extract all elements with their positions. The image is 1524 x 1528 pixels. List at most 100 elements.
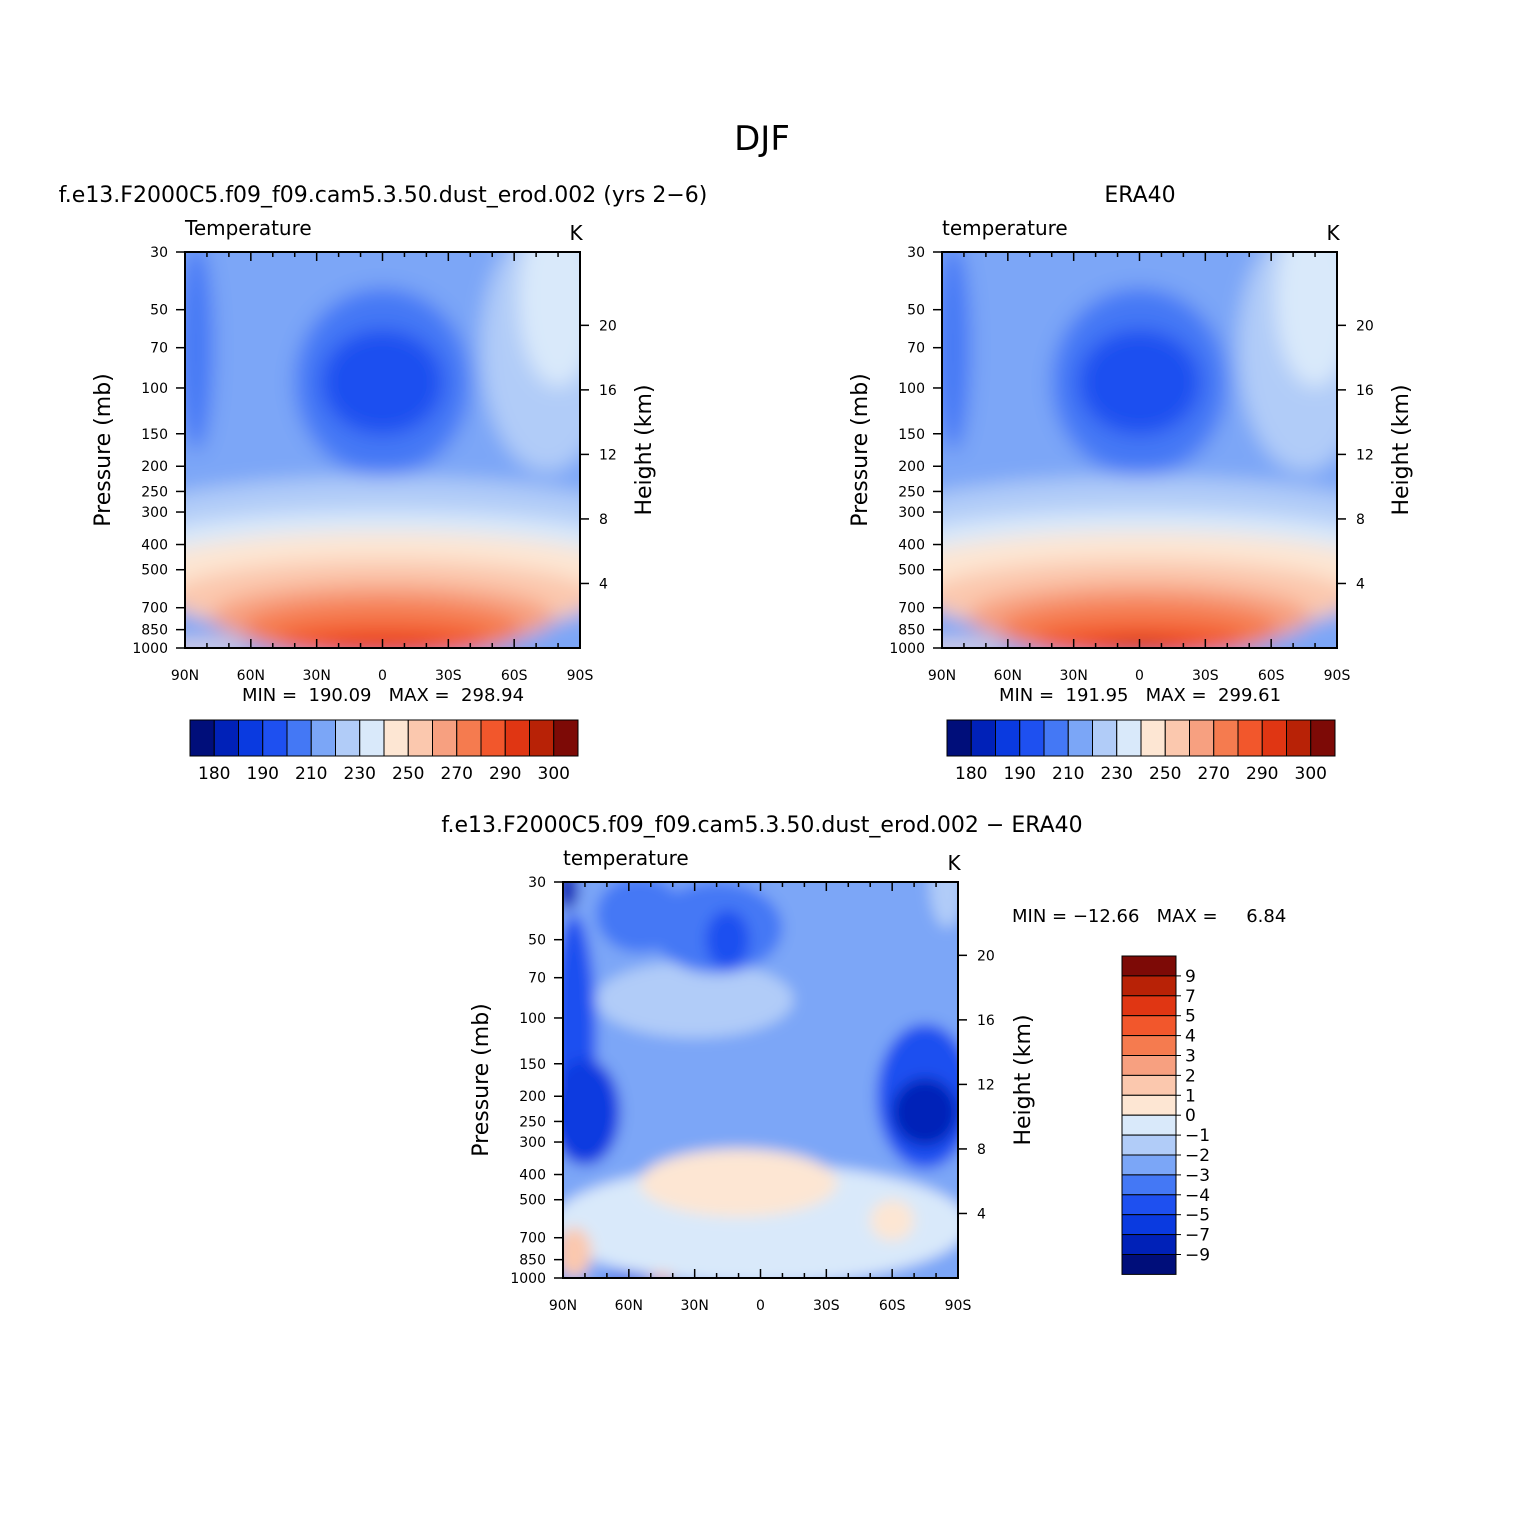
x-tick-label: 90N — [549, 1298, 577, 1314]
y-tick-label: 400 — [141, 538, 168, 554]
contour-region — [929, 882, 958, 928]
colorbar-box — [383, 719, 409, 757]
y-tick-label: 70 — [528, 971, 546, 987]
y-tick-label: 500 — [141, 563, 168, 579]
x-tick-label: 30S — [1192, 668, 1219, 684]
x-tick-label: 30S — [813, 1298, 840, 1314]
colorbar-box — [1121, 1074, 1177, 1096]
contour-region — [595, 961, 794, 1038]
y-tick-label: 100 — [519, 1011, 546, 1027]
y-tick-label: 400 — [898, 538, 925, 554]
y-tick-label: 70 — [150, 341, 168, 357]
colorbar-box — [1121, 1214, 1177, 1236]
colorbar-label: 0 — [1185, 1106, 1196, 1126]
variable-label: temperature — [942, 216, 1068, 240]
main-title: DJF — [734, 119, 790, 159]
colorbar-box — [1121, 1015, 1177, 1037]
panel-model-temperature: f.e13.F2000C5.f09_f09.cam5.3.50.dust_ero… — [59, 183, 708, 784]
y-tick-label: 850 — [898, 623, 925, 639]
x-tick-label: 0 — [1135, 668, 1144, 684]
colorbar-label: 4 — [1185, 1027, 1196, 1047]
colorbar-label: 210 — [1052, 764, 1084, 784]
colorbar-label: 190 — [1004, 764, 1036, 784]
x-tick-label: 30N — [681, 1298, 709, 1314]
y-tick-label: 1000 — [889, 641, 925, 657]
colorbar-box — [1164, 719, 1190, 757]
y-tick-label: 300 — [141, 505, 168, 521]
x-tick-label: 90N — [928, 668, 956, 684]
contour-field — [942, 252, 1337, 648]
contour-region — [639, 1148, 838, 1217]
y-tick-label: 50 — [150, 303, 168, 319]
units-label: K — [1326, 221, 1340, 245]
y-axis-title: Pressure (mb) — [469, 1003, 494, 1157]
variable-label: Temperature — [184, 216, 312, 240]
y-tick-label: 500 — [519, 1193, 546, 1209]
y-tick-label: 150 — [519, 1057, 546, 1073]
contour-region — [942, 252, 971, 452]
contour-region — [321, 329, 444, 436]
colorbar-label: 230 — [344, 764, 376, 784]
colorbar-label: 210 — [295, 764, 327, 784]
min-max-text: MIN = 191.95 MAX = 299.61 — [999, 685, 1281, 706]
contour-region — [277, 624, 488, 648]
y-tick-label: 250 — [898, 484, 925, 500]
colorbar-label: 1 — [1185, 1086, 1196, 1106]
x-tick-label: 30N — [1060, 668, 1088, 684]
y-right-tick-label: 4 — [599, 576, 608, 592]
y-tick-label: 70 — [907, 341, 925, 357]
y-right-tick-label: 16 — [1356, 383, 1374, 399]
colorbar-box — [946, 719, 972, 757]
colorbar-box — [456, 719, 482, 757]
colorbar-box — [1067, 719, 1093, 757]
contour-region — [563, 1058, 621, 1166]
colorbar-box — [1121, 1254, 1177, 1275]
colorbar-box — [1116, 719, 1142, 757]
contour-region — [892, 1078, 958, 1146]
colorbar-label: 290 — [489, 764, 521, 784]
contour-region — [563, 882, 579, 910]
colorbar-label: 190 — [247, 764, 279, 784]
contour-field — [185, 252, 580, 648]
axes: 90N 60N 30N 0 30S 60S 90S 30 50 70 100 150 200 250 300… — [510, 875, 995, 1314]
colorbar-label: −4 — [1185, 1186, 1210, 1206]
panel-difference-temperature: f.e13.F2000C5.f09_f09.cam5.3.50.dust_ero… — [441, 813, 1286, 1314]
colorbar-box — [310, 719, 336, 757]
x-tick-label: 60N — [615, 1298, 643, 1314]
y-right-tick-label: 8 — [1356, 512, 1365, 528]
x-tick-label: 60S — [501, 668, 528, 684]
min-max-text: MIN = 190.09 MAX = 298.94 — [242, 685, 524, 706]
y-right-tick-label: 20 — [1356, 318, 1374, 334]
contour-region — [518, 252, 580, 387]
colorbar-label: 180 — [955, 764, 987, 784]
contour-region — [942, 252, 1063, 487]
min-max-text: MIN = −12.66 MAX = 6.84 — [1012, 906, 1286, 927]
colorbar-label: 5 — [1185, 1007, 1196, 1027]
colorbar-box — [213, 719, 239, 757]
contour-region — [185, 642, 251, 648]
colorbar-box — [238, 719, 264, 757]
x-tick-label: 0 — [378, 668, 387, 684]
colorbar-label: −9 — [1185, 1246, 1210, 1266]
x-tick-label: 30N — [303, 668, 331, 684]
panel-era40-temperature: ERA40 temperature K 90N 60N 30N 0 30S 60S 90S 3… — [848, 183, 1414, 784]
y-tick-label: 30 — [528, 875, 546, 891]
x-tick-label: 90N — [171, 668, 199, 684]
colorbar-label: −5 — [1185, 1206, 1210, 1226]
colorbar-box — [529, 719, 555, 757]
colorbar-box — [1121, 1194, 1177, 1216]
colorbar-box — [1286, 719, 1312, 757]
y-tick-label: 250 — [141, 484, 168, 500]
y-tick-label: 1000 — [510, 1271, 546, 1287]
contour-region — [1078, 329, 1201, 436]
y-right-tick-label: 16 — [977, 1013, 995, 1029]
variable-label: temperature — [563, 846, 689, 870]
colorbar-box — [1121, 1055, 1177, 1076]
colorbar-label: 7 — [1185, 987, 1196, 1007]
y-tick-label: 200 — [141, 459, 168, 475]
x-tick-label: 90S — [1324, 668, 1351, 684]
x-tick-label: 60S — [1258, 668, 1285, 684]
colorbar-box — [1121, 1035, 1177, 1056]
colorbar-box — [432, 719, 458, 757]
y-axis-title: Pressure (mb) — [91, 373, 116, 527]
